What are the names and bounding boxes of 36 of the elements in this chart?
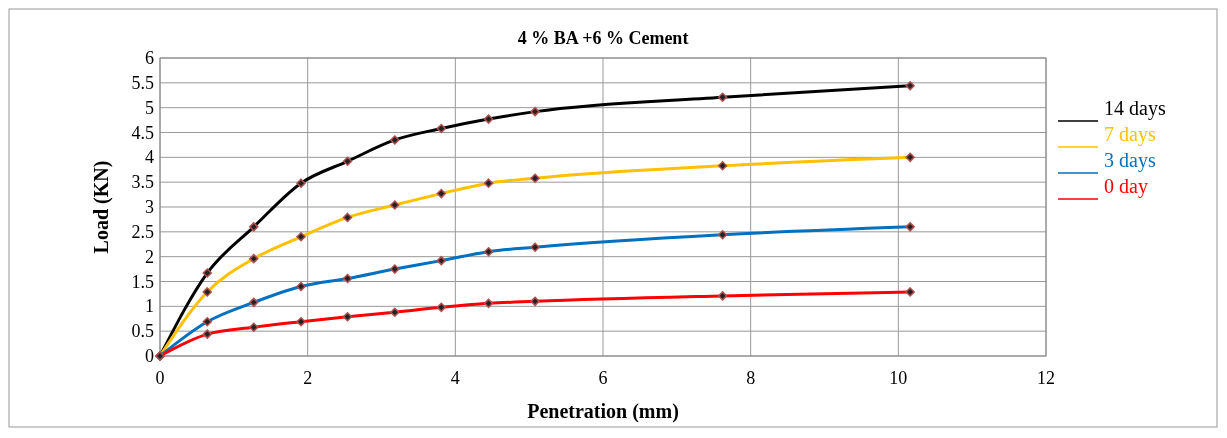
chart-title: 4 % BA +6 % Cement bbox=[517, 28, 689, 48]
y-axis-title: Load (KN) bbox=[90, 160, 113, 254]
point bbox=[249, 222, 259, 232]
y-tick-label: 1.5 bbox=[131, 271, 154, 292]
x-tick-label: 10 bbox=[889, 368, 908, 388]
y-tick-label: 3.5 bbox=[131, 172, 154, 193]
point bbox=[483, 114, 494, 124]
x-tick-label: 12 bbox=[1037, 368, 1055, 388]
point bbox=[202, 268, 212, 278]
x-axis-title: Penetration (mm) bbox=[527, 400, 679, 423]
legend-label: 14 days bbox=[1104, 97, 1166, 120]
point bbox=[905, 81, 915, 91]
y-tick-label: 2 bbox=[145, 246, 154, 267]
y-tick-label: 0 bbox=[145, 346, 154, 366]
legend-label: 3 days bbox=[1104, 149, 1156, 172]
y-tick-label: 1 bbox=[145, 296, 154, 317]
y-tick-label: 4.5 bbox=[131, 122, 154, 143]
y-tick-label: 3 bbox=[145, 197, 154, 217]
legend-label: 0 day bbox=[1104, 175, 1148, 198]
x-tick-label: 2 bbox=[303, 368, 313, 388]
x-tick-label: 4 bbox=[450, 368, 460, 388]
y-tick-label: 0.5 bbox=[131, 321, 154, 342]
y-tick-label: 2.5 bbox=[131, 221, 154, 242]
point bbox=[436, 123, 447, 134]
point bbox=[530, 106, 540, 117]
y-tick-label: 6 bbox=[145, 48, 154, 68]
point bbox=[296, 178, 306, 188]
x-tick-label: 8 bbox=[746, 368, 756, 388]
point bbox=[717, 92, 728, 102]
y-tick-label: 5 bbox=[145, 97, 154, 118]
y-tick-label: 4 bbox=[145, 147, 154, 168]
x-tick-label: 6 bbox=[598, 368, 608, 388]
y-tick-label: 5.5 bbox=[131, 72, 154, 93]
point bbox=[390, 135, 400, 145]
point bbox=[342, 156, 353, 167]
legend-label: 7 days bbox=[1104, 123, 1156, 146]
